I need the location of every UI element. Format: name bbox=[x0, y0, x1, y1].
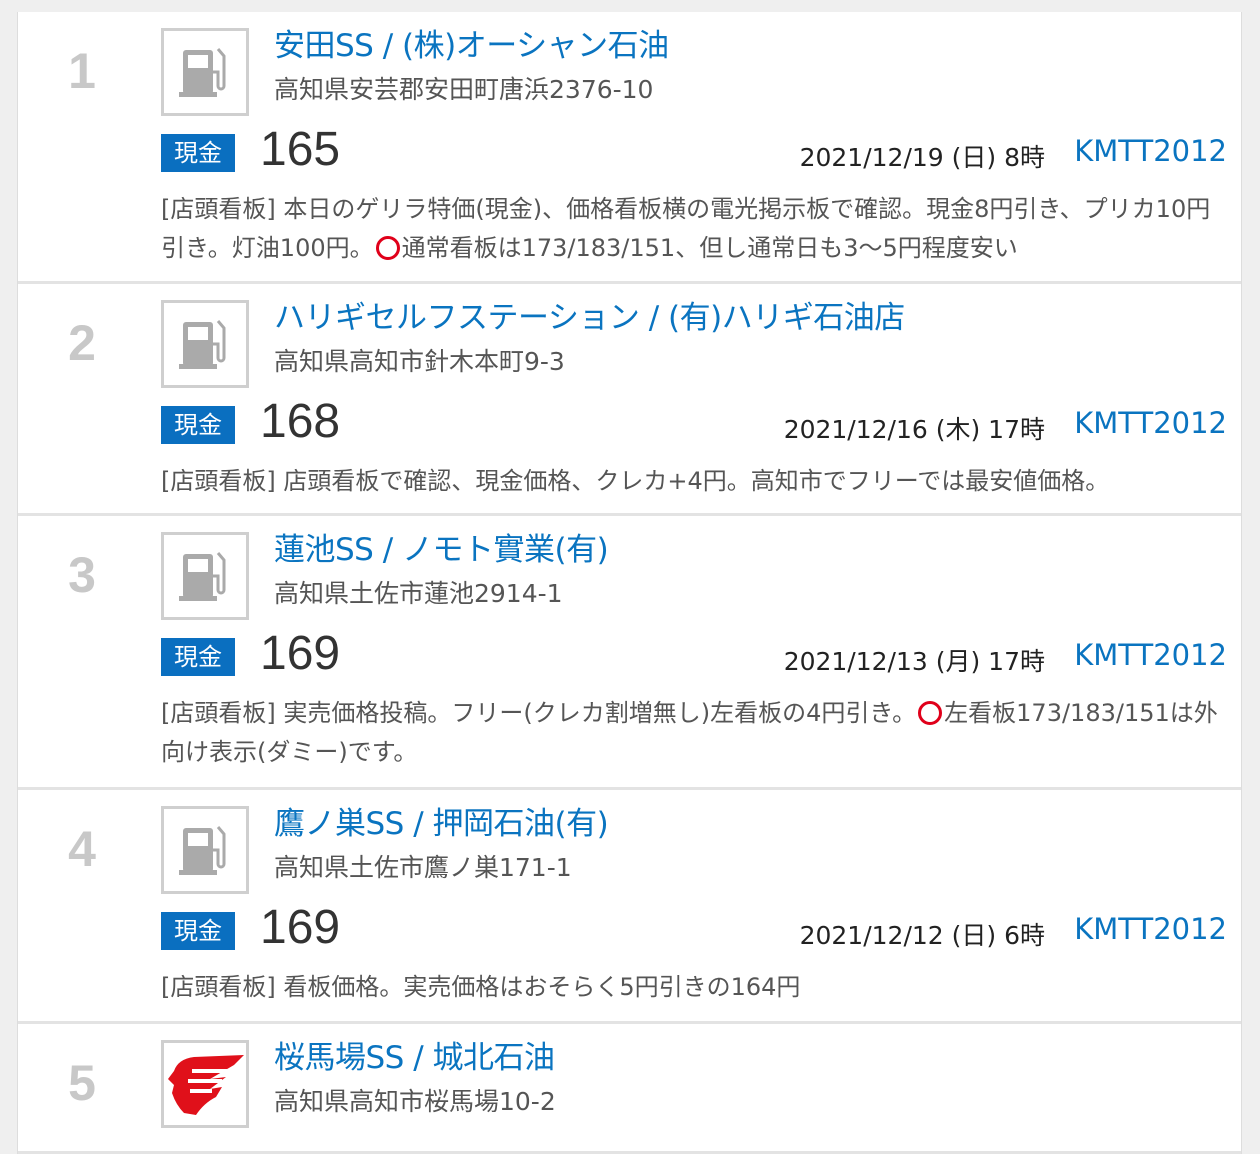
rank-number: 2 bbox=[68, 315, 96, 371]
fuel-pump-icon bbox=[179, 826, 226, 875]
comment-text: [店頭看板] 店頭看板で確認、現金価格、クレカ+4円。高知市でフリーでは最安値価… bbox=[161, 467, 1110, 495]
list-item[interactable]: 1 安田SS / (株)オーシャン石油 高知県安芸郡安田町唐浜2376-10 現… bbox=[18, 12, 1241, 284]
station-title-link[interactable]: 蓮池SS / ノモト實業(有) bbox=[274, 532, 609, 568]
price-value: 169 bbox=[260, 627, 341, 680]
idemitsu-logo-icon bbox=[168, 1055, 244, 1115]
station-address: 高知県高知市桜馬場10-2 bbox=[274, 1087, 556, 1116]
rank-number: 1 bbox=[68, 43, 96, 99]
user-link[interactable]: KMTT2012 bbox=[1074, 638, 1227, 672]
price-value: 165 bbox=[260, 123, 341, 176]
user-link[interactable]: KMTT2012 bbox=[1074, 912, 1227, 946]
payment-badge: 現金 bbox=[161, 912, 235, 950]
list-item[interactable]: 2 ハリギセルフステーション / (有)ハリギ石油店 高知県高知市針木本町9-3… bbox=[18, 284, 1241, 516]
user-link[interactable]: KMTT2012 bbox=[1074, 406, 1227, 440]
red-circle-icon bbox=[918, 701, 943, 725]
price-value: 169 bbox=[260, 901, 341, 954]
fuel-pump-icon bbox=[179, 320, 226, 369]
post-date: 2021/12/13 (月) 17時 bbox=[783, 647, 1045, 676]
list-item[interactable]: 5 桜馬場SS / 城北石油 高知県高知市桜馬場10-2 bbox=[18, 1024, 1241, 1154]
payment-badge: 現金 bbox=[161, 134, 235, 172]
station-address: 高知県土佐市鷹ノ巣171-1 bbox=[274, 853, 572, 882]
brand-thumbnail bbox=[161, 300, 249, 388]
comment-text: [店頭看板] 本日のゲリラ特価(現金)、価格看板横の電光掲示板で確認。現金8円引… bbox=[161, 195, 1211, 262]
brand-thumbnail bbox=[161, 806, 249, 894]
list-item[interactable]: 4 鷹ノ巣SS / 押岡石油(有) 高知県土佐市鷹ノ巣171-1 現金 169 … bbox=[18, 790, 1241, 1024]
red-circle-icon bbox=[375, 236, 400, 260]
station-title-link[interactable]: 桜馬場SS / 城北石油 bbox=[274, 1040, 555, 1076]
brand-thumbnail bbox=[161, 1040, 249, 1128]
payment-badge: 現金 bbox=[161, 406, 235, 444]
user-link[interactable]: KMTT2012 bbox=[1074, 134, 1227, 168]
station-title-link[interactable]: 安田SS / (株)オーシャン石油 bbox=[274, 28, 669, 64]
rank-number: 3 bbox=[68, 547, 96, 603]
rank-number: 4 bbox=[68, 821, 96, 877]
brand-thumbnail bbox=[161, 532, 249, 620]
brand-thumbnail bbox=[161, 28, 249, 116]
payment-badge: 現金 bbox=[161, 638, 235, 676]
comment-text: [店頭看板] 看板価格。実売価格はおそらく5円引きの164円 bbox=[161, 973, 801, 1001]
list-item[interactable]: 3 蓮池SS / ノモト實業(有) 高知県土佐市蓮池2914-1 現金 169 … bbox=[18, 516, 1241, 790]
comment-text: [店頭看板] 実売価格投稿。フリー(クレカ割増無し)左看板の4円引き。 左看板17… bbox=[161, 699, 1218, 766]
station-title-link[interactable]: 鷹ノ巣SS / 押岡石油(有) bbox=[274, 806, 609, 842]
station-address: 高知県安芸郡安田町唐浜2376-10 bbox=[274, 75, 654, 104]
fuel-pump-icon bbox=[179, 552, 226, 601]
station-title-link[interactable]: ハリギセルフステーション / (有)ハリギ石油店 bbox=[274, 300, 905, 336]
post-date: 2021/12/16 (木) 17時 bbox=[783, 415, 1045, 444]
station-address: 高知県高知市針木本町9-3 bbox=[274, 347, 565, 376]
station-list: 1 安田SS / (株)オーシャン石油 高知県安芸郡安田町唐浜2376-10 現… bbox=[17, 12, 1242, 1154]
rank-number: 5 bbox=[68, 1055, 96, 1111]
price-value: 168 bbox=[260, 395, 341, 448]
station-address: 高知県土佐市蓮池2914-1 bbox=[274, 579, 563, 608]
fuel-pump-icon bbox=[179, 48, 226, 97]
post-date: 2021/12/19 (日) 8時 bbox=[799, 143, 1045, 172]
post-date: 2021/12/12 (日) 6時 bbox=[799, 921, 1045, 950]
